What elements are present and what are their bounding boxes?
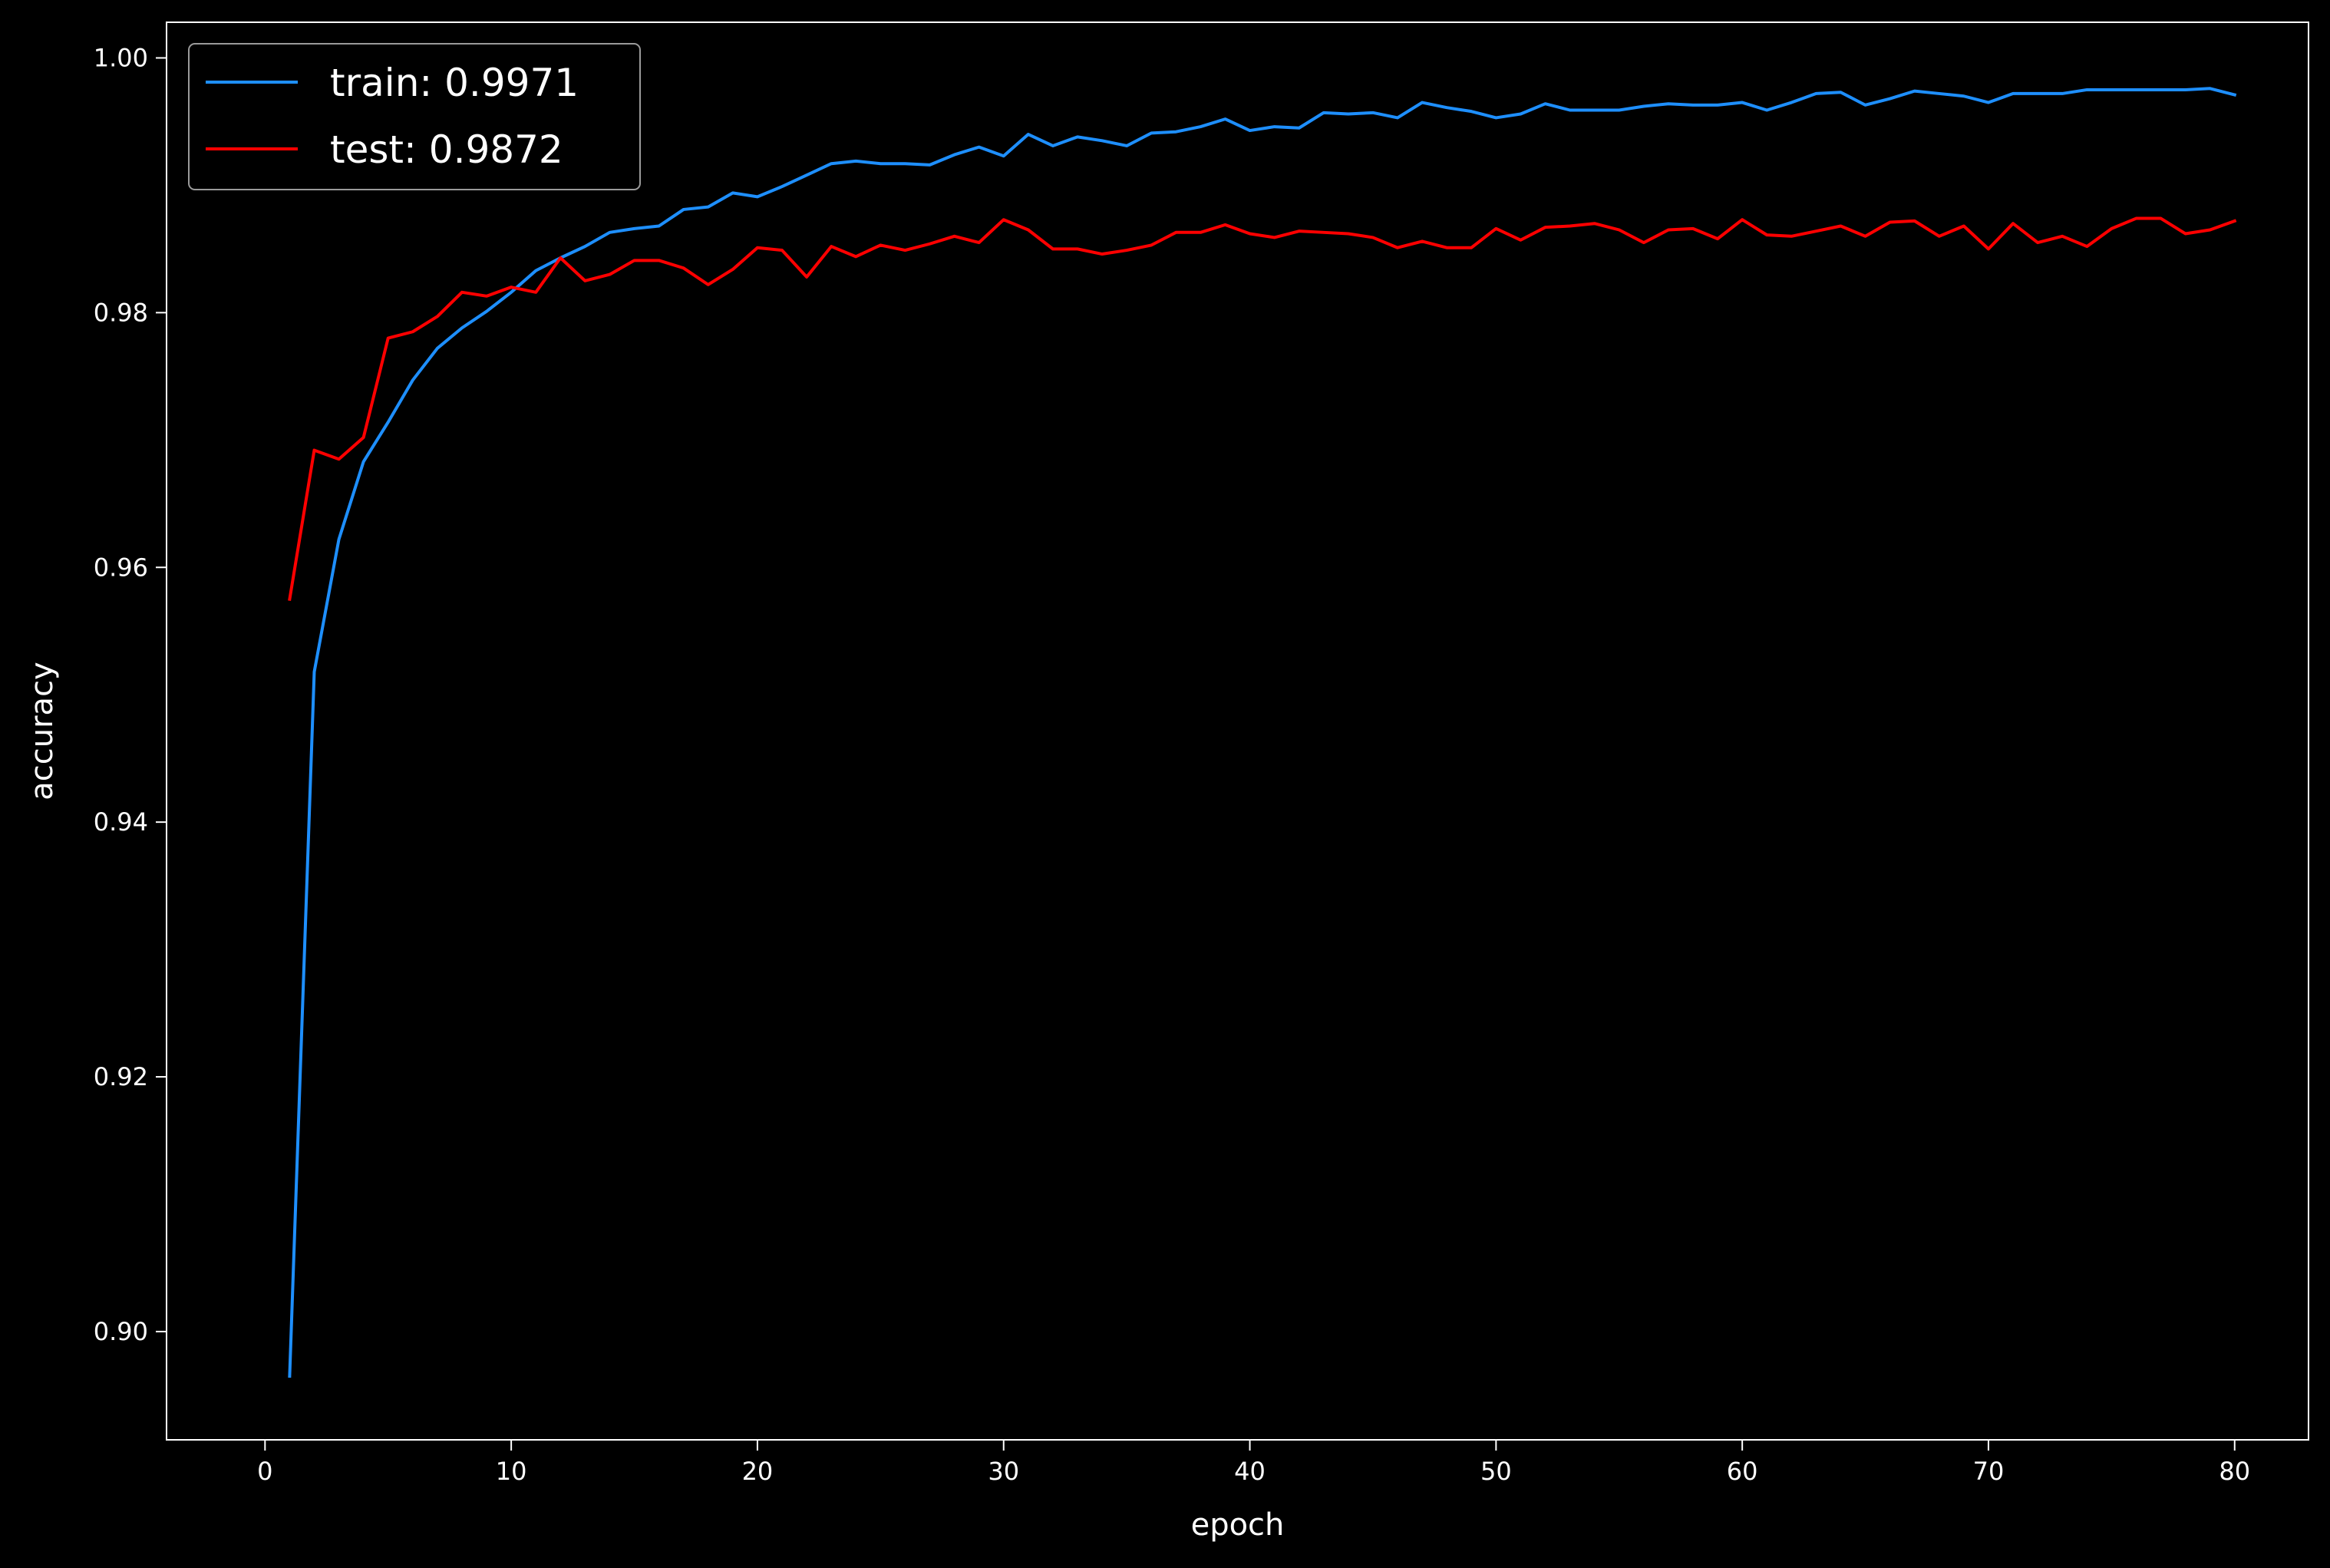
y-tick-label: 0.98 [94, 298, 148, 327]
y-tick-label: 0.92 [94, 1062, 148, 1091]
plot-frame [166, 21, 2309, 1441]
x-tick-label: 60 [1727, 1457, 1758, 1486]
series-line-test [288, 216, 2237, 602]
y-tick-label: 0.90 [94, 1317, 148, 1346]
x-tick-label: 80 [2219, 1457, 2250, 1486]
x-tick-label: 50 [1480, 1457, 1512, 1486]
x-tick-label: 70 [1973, 1457, 2005, 1486]
x-axis-label: epoch [1191, 1507, 1285, 1543]
x-tick-label: 20 [742, 1457, 774, 1486]
legend: train: 0.9971 test: 0.9872 [188, 43, 641, 190]
x-tick-label: 10 [496, 1457, 527, 1486]
series-layer [288, 87, 2237, 1378]
y-axis-label: accuracy [25, 662, 60, 800]
y-tick-label: 1.00 [94, 43, 148, 72]
y-tick-label: 0.94 [94, 807, 148, 837]
x-tick-label: 40 [1234, 1457, 1266, 1486]
x-axis: 0 10 20 30 40 50 60 70 80 [257, 1440, 2250, 1486]
series-line-train [288, 87, 2237, 1378]
legend-box [188, 43, 641, 190]
x-tick-label: 0 [257, 1457, 272, 1486]
legend-entry: test: 0.9872 [330, 127, 563, 172]
x-tick-label: 30 [988, 1457, 1019, 1486]
y-tick-label: 0.96 [94, 553, 148, 582]
legend-entry: train: 0.9971 [330, 61, 579, 105]
y-axis: 0.90 0.92 0.94 0.96 0.98 1.00 [94, 43, 167, 1346]
